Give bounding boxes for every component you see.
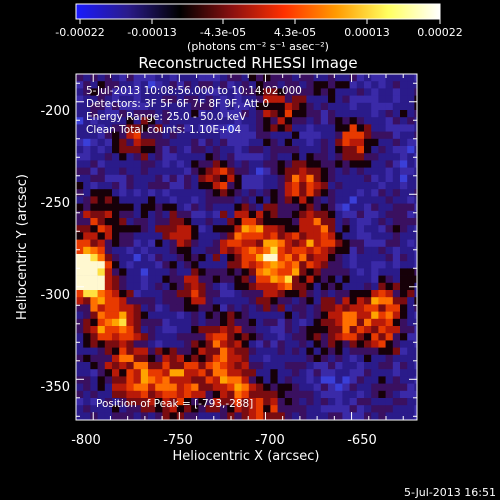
- timestamp: 5-Jul-2013 16:51: [404, 486, 496, 499]
- colorbar-units: (photons cm⁻² s⁻¹ asec⁻²): [187, 40, 329, 53]
- colorbar-tick-label: 4.3e-05: [274, 26, 316, 39]
- observation-info: 5-Jul-2013 10:08:56.000 to 10:14:02.000 …: [86, 85, 302, 136]
- colorbar-tick-label: 0.00013: [344, 26, 390, 39]
- y-tick-label: -250: [40, 196, 70, 211]
- x-axis-label: Heliocentric X (arcsec): [173, 449, 320, 464]
- image-pixels: [76, 74, 417, 420]
- plot-title: Reconstructed RHESSI Image: [138, 54, 357, 72]
- y-tick-label: -300: [40, 288, 70, 303]
- x-tick-label: -650: [347, 433, 377, 448]
- info-detectors: Detectors: 3F 5F 6F 7F 8F 9F, Att 0: [86, 98, 269, 110]
- plot-frame: [75, 73, 418, 421]
- x-tick-label: -700: [255, 433, 285, 448]
- colorbar-tick-label: 0.00022: [417, 26, 463, 39]
- x-tick-label: -800: [71, 433, 101, 448]
- peak-position-label: Position of Peak = [-793,-288]: [96, 398, 253, 410]
- image-area: [76, 74, 417, 420]
- axis-ticks: [76, 74, 417, 420]
- y-tick-label: -200: [40, 104, 70, 119]
- colorbar-tick-label: -0.00013: [127, 26, 176, 39]
- info-energy-range: Energy Range: 25.0 - 50.0 keV: [86, 111, 247, 123]
- info-clean-counts: Clean Total counts: 1.10E+04: [86, 124, 241, 136]
- colorbar-tick-label: -4.3e-05: [200, 26, 246, 39]
- y-tick-label: -350: [40, 380, 70, 395]
- colorbar-strip: [75, 3, 441, 20]
- colorbar: -0.00022 -0.00013 -4.3e-05 4.3e-05 0.000…: [55, 3, 463, 53]
- y-axis-label: Heliocentric Y (arcsec): [15, 174, 30, 320]
- x-tick-label: -750: [163, 433, 193, 448]
- info-time-range: 5-Jul-2013 10:08:56.000 to 10:14:02.000: [86, 85, 302, 97]
- colorbar-tick-label: -0.00022: [55, 26, 104, 39]
